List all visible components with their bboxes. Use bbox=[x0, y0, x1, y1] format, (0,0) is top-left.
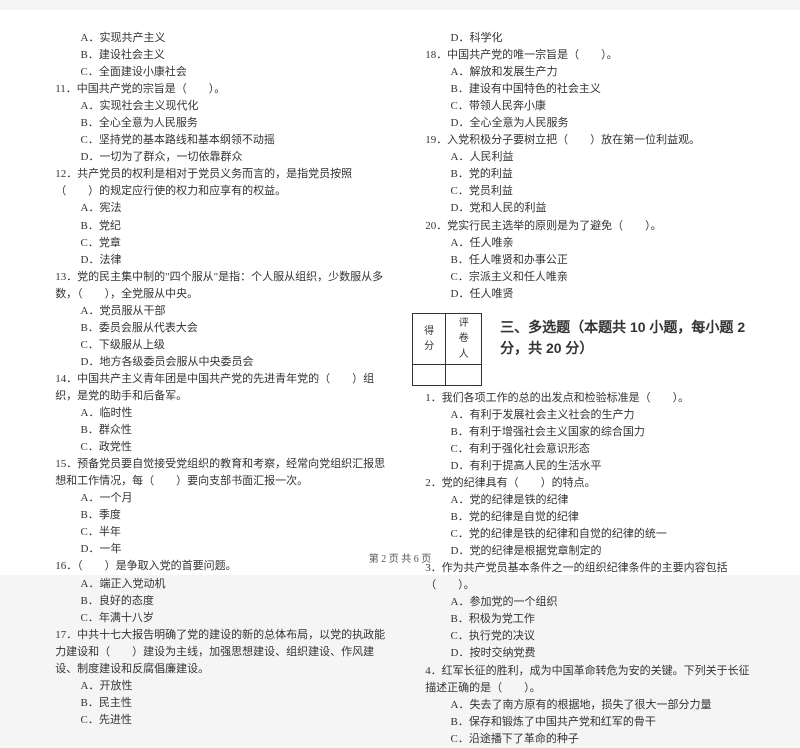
option: A．人民利益 bbox=[412, 149, 758, 166]
mquestion-1: 1．我们各项工作的总的出发点和检验标准是（ ）。 bbox=[412, 390, 758, 407]
option: C．政党性 bbox=[42, 439, 388, 456]
option: C．年满十八岁 bbox=[42, 610, 388, 627]
right-column: D．科学化 18．中国共产党的唯一宗旨是（ ）。 A．解放和发展生产力 B．建设… bbox=[400, 30, 770, 545]
option: A．实现共产主义 bbox=[42, 30, 388, 47]
option: B．良好的态度 bbox=[42, 593, 388, 610]
option: C．坚持党的基本路线和基本纲领不动摇 bbox=[42, 132, 388, 149]
option: D．一切为了群众，一切依靠群众 bbox=[42, 149, 388, 166]
mquestion-4: 4．红军长征的胜利，成为中国革命转危为安的关键。下列关于长征描述正确的是（ ）。 bbox=[412, 663, 758, 697]
section-header-row: 得分 评卷人 三、多选题（本题共 10 小题，每小题 2 分，共 20 分） bbox=[412, 303, 758, 390]
option: C．有利于强化社会意识形态 bbox=[412, 441, 758, 458]
option: A．实现社会主义现代化 bbox=[42, 98, 388, 115]
option: B．季度 bbox=[42, 507, 388, 524]
option: B．党的纪律是自觉的纪律 bbox=[412, 509, 758, 526]
option: D．科学化 bbox=[412, 30, 758, 47]
option: C．执行党的决议 bbox=[412, 628, 758, 645]
option: B．建设有中国特色的社会主义 bbox=[412, 81, 758, 98]
question-11: 11．中国共产党的宗旨是（ ）。 bbox=[42, 81, 388, 98]
option: D．按时交纳党费 bbox=[412, 645, 758, 662]
option: A．有利于发展社会主义社会的生产力 bbox=[412, 407, 758, 424]
option: B．民主性 bbox=[42, 695, 388, 712]
question-15: 15．预备党员要自觉接受党组织的教育和考察，经常向党组织汇报思想和工作情况，每（… bbox=[42, 456, 388, 490]
question-19: 19．入党积极分子要树立把（ ）放在第一位利益观。 bbox=[412, 132, 758, 149]
option: B．党的利益 bbox=[412, 166, 758, 183]
option: B．建设社会主义 bbox=[42, 47, 388, 64]
option: B．党纪 bbox=[42, 218, 388, 235]
option: B．全心全意为人民服务 bbox=[42, 115, 388, 132]
question-17: 17．中共十七大报告明确了党的建设的新的总体布局，以党的执政能力建设和（ ）建设… bbox=[42, 627, 388, 678]
page-footer: 第 2 页 共 6 页 bbox=[0, 550, 800, 565]
option: A．党员服从干部 bbox=[42, 303, 388, 320]
option: C．沿途播下了革命的种子 bbox=[412, 731, 758, 748]
option: C．宗派主义和任人唯亲 bbox=[412, 269, 758, 286]
option: C．下级服从上级 bbox=[42, 337, 388, 354]
option: D．任人唯贤 bbox=[412, 286, 758, 303]
question-14: 14．中国共产主义青年团是中国共产党的先进青年党的（ ）组织，是党的助手和后备军… bbox=[42, 371, 388, 405]
option: B．积极为党工作 bbox=[412, 611, 758, 628]
option: C．党的纪律是铁的纪律和自觉的纪律的统一 bbox=[412, 526, 758, 543]
option: C．党员利益 bbox=[412, 183, 758, 200]
score-table: 得分 评卷人 bbox=[412, 313, 482, 386]
option: B．有利于增强社会主义国家的综合国力 bbox=[412, 424, 758, 441]
page-container: A．实现共产主义 B．建设社会主义 C．全面建设小康社会 11．中国共产党的宗旨… bbox=[0, 10, 800, 575]
option: C．全面建设小康社会 bbox=[42, 64, 388, 81]
option: A．失去了南方原有的根据地，损失了很大一部分力量 bbox=[412, 697, 758, 714]
option: D．全心全意为人民服务 bbox=[412, 115, 758, 132]
option: B．保存和锻炼了中国共产党和红军的骨干 bbox=[412, 714, 758, 731]
option: D．有利于提高人民的生活水平 bbox=[412, 458, 758, 475]
grader-cell bbox=[446, 365, 482, 386]
score-header: 得分 bbox=[413, 313, 446, 365]
option: A．宪法 bbox=[42, 200, 388, 217]
option: D．党和人民的利益 bbox=[412, 200, 758, 217]
grader-header: 评卷人 bbox=[446, 313, 482, 365]
option: A．任人唯亲 bbox=[412, 235, 758, 252]
option: B．任人唯贤和办事公正 bbox=[412, 252, 758, 269]
option: A．临时性 bbox=[42, 405, 388, 422]
option: C．先进性 bbox=[42, 712, 388, 729]
left-column: A．实现共产主义 B．建设社会主义 C．全面建设小康社会 11．中国共产党的宗旨… bbox=[30, 30, 400, 545]
question-12: 12．共产党员的权利是相对于党员义务而言的，是指党员按照（ ）的规定应行使的权力… bbox=[42, 166, 388, 200]
option: C．党章 bbox=[42, 235, 388, 252]
option: D．地方各级委员会服从中央委员会 bbox=[42, 354, 388, 371]
option: A．一个月 bbox=[42, 490, 388, 507]
option: C．带领人民奔小康 bbox=[412, 98, 758, 115]
question-13: 13．党的民主集中制的"四个服从"是指：个人服从组织，少数服从多数，（ ），全党… bbox=[42, 269, 388, 303]
question-18: 18．中国共产党的唯一宗旨是（ ）。 bbox=[412, 47, 758, 64]
option: A．解放和发展生产力 bbox=[412, 64, 758, 81]
score-cell bbox=[413, 365, 446, 386]
option: A．参加党的一个组织 bbox=[412, 594, 758, 611]
mquestion-2: 2．党的纪律具有（ ）的特点。 bbox=[412, 475, 758, 492]
option: B．委员会服从代表大会 bbox=[42, 320, 388, 337]
option: B．群众性 bbox=[42, 422, 388, 439]
option: A．开放性 bbox=[42, 678, 388, 695]
question-20: 20．党实行民主选举的原则是为了避免（ ）。 bbox=[412, 218, 758, 235]
option: A．端正入党动机 bbox=[42, 576, 388, 593]
mquestion-3: 3．作为共产党员基本条件之一的组织纪律条件的主要内容包括（ ）。 bbox=[412, 560, 758, 594]
option: A．党的纪律是铁的纪律 bbox=[412, 492, 758, 509]
option: D．法律 bbox=[42, 252, 388, 269]
section-3-title: 三、多选题（本题共 10 小题，每小题 2 分，共 20 分） bbox=[500, 317, 758, 360]
option: C．半年 bbox=[42, 524, 388, 541]
